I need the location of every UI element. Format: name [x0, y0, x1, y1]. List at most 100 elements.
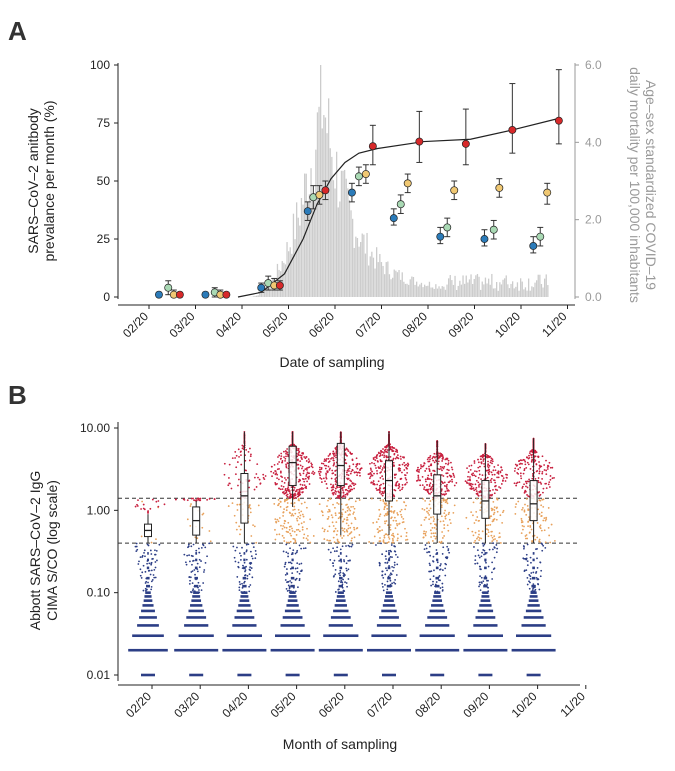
low-value-dash	[288, 595, 297, 598]
mid-point	[476, 537, 478, 540]
high-point	[440, 453, 443, 456]
mid-point	[276, 518, 279, 521]
mid-point	[442, 499, 445, 501]
low-point	[444, 567, 447, 570]
high-point	[432, 456, 434, 459]
low-point	[483, 585, 486, 588]
y2-axis-label-line1: Age–sex standardized COVID–19	[643, 80, 659, 290]
mortality-bar	[267, 288, 269, 297]
high-point	[433, 469, 436, 472]
data-point-blue	[529, 242, 538, 250]
mid-point	[329, 498, 331, 500]
high-point	[373, 472, 375, 475]
high-point	[541, 470, 544, 473]
mid-point	[328, 525, 331, 528]
low-point	[496, 547, 499, 550]
mid-point	[430, 536, 432, 538]
low-point	[434, 590, 437, 593]
high-point	[551, 477, 554, 480]
high-point	[467, 475, 469, 478]
high-point	[297, 480, 300, 483]
low-value-dash	[436, 552, 439, 555]
high-point	[245, 449, 248, 451]
high-point	[353, 484, 355, 487]
low-point	[538, 588, 541, 591]
mid-point	[401, 521, 404, 524]
mid-point	[473, 541, 476, 544]
high-point	[446, 483, 448, 486]
y-tick-label: 25	[97, 232, 111, 246]
high-point	[497, 470, 500, 473]
low-point	[150, 553, 153, 555]
high-point	[330, 483, 332, 486]
low-value-dash	[240, 595, 249, 598]
low-value-dash	[339, 576, 343, 580]
mortality-bar	[513, 288, 515, 297]
low-point	[148, 562, 151, 565]
high-point	[380, 483, 382, 486]
high-point	[249, 455, 252, 458]
high-point	[281, 459, 284, 462]
high-point	[535, 463, 538, 465]
high-point	[320, 468, 323, 470]
high-point	[333, 452, 336, 455]
mid-point	[383, 508, 386, 511]
low-value-dash	[333, 609, 349, 613]
high-point	[262, 476, 265, 479]
high-point	[344, 493, 347, 496]
low-point	[292, 590, 294, 593]
high-point	[234, 451, 237, 453]
mid-point	[289, 532, 292, 535]
high-point	[334, 493, 337, 495]
data-point-red	[222, 290, 231, 299]
mid-point	[236, 503, 239, 506]
high-point	[521, 462, 523, 465]
low-point	[239, 558, 242, 561]
mid-point	[396, 523, 398, 525]
x-tick-label: 02/20	[120, 309, 151, 340]
low-point	[437, 576, 440, 579]
high-point	[303, 456, 306, 458]
mortality-bar	[508, 288, 511, 297]
low-value-dash	[243, 566, 246, 570]
mid-point	[273, 503, 276, 505]
low-point	[154, 561, 157, 563]
high-point	[277, 456, 279, 458]
mortality-bar	[518, 290, 520, 297]
high-point	[549, 466, 552, 469]
mortality-bar	[398, 270, 400, 297]
mid-point	[282, 515, 284, 517]
low-value-dash	[531, 576, 536, 580]
low-point	[525, 553, 528, 556]
low-value-dash	[291, 558, 294, 562]
low-point	[136, 548, 139, 551]
high-point	[537, 481, 540, 484]
mid-point	[491, 536, 494, 539]
low-point	[336, 546, 339, 549]
mid-point	[379, 537, 381, 539]
mid-point	[443, 512, 446, 515]
high-point	[305, 473, 308, 476]
low-point	[347, 568, 350, 571]
mid-point	[295, 517, 298, 520]
high-point	[327, 465, 330, 468]
low-point	[432, 583, 434, 586]
low-point	[391, 556, 393, 559]
high-point	[518, 459, 521, 462]
high-point	[381, 454, 384, 456]
y2-tick-label: 4.0	[585, 135, 602, 149]
mid-point	[520, 532, 523, 535]
high-point	[324, 480, 326, 483]
low-point	[351, 543, 354, 546]
low-value-dash	[381, 609, 397, 613]
high-point	[332, 464, 335, 467]
mid-point	[526, 505, 529, 507]
high-point	[350, 485, 353, 488]
x-tick-label: 08/20	[412, 689, 443, 720]
high-point	[513, 470, 516, 472]
high-point	[379, 454, 382, 457]
mid-point	[330, 514, 333, 516]
mortality-bar	[321, 128, 323, 297]
mortality-bar	[536, 280, 538, 297]
